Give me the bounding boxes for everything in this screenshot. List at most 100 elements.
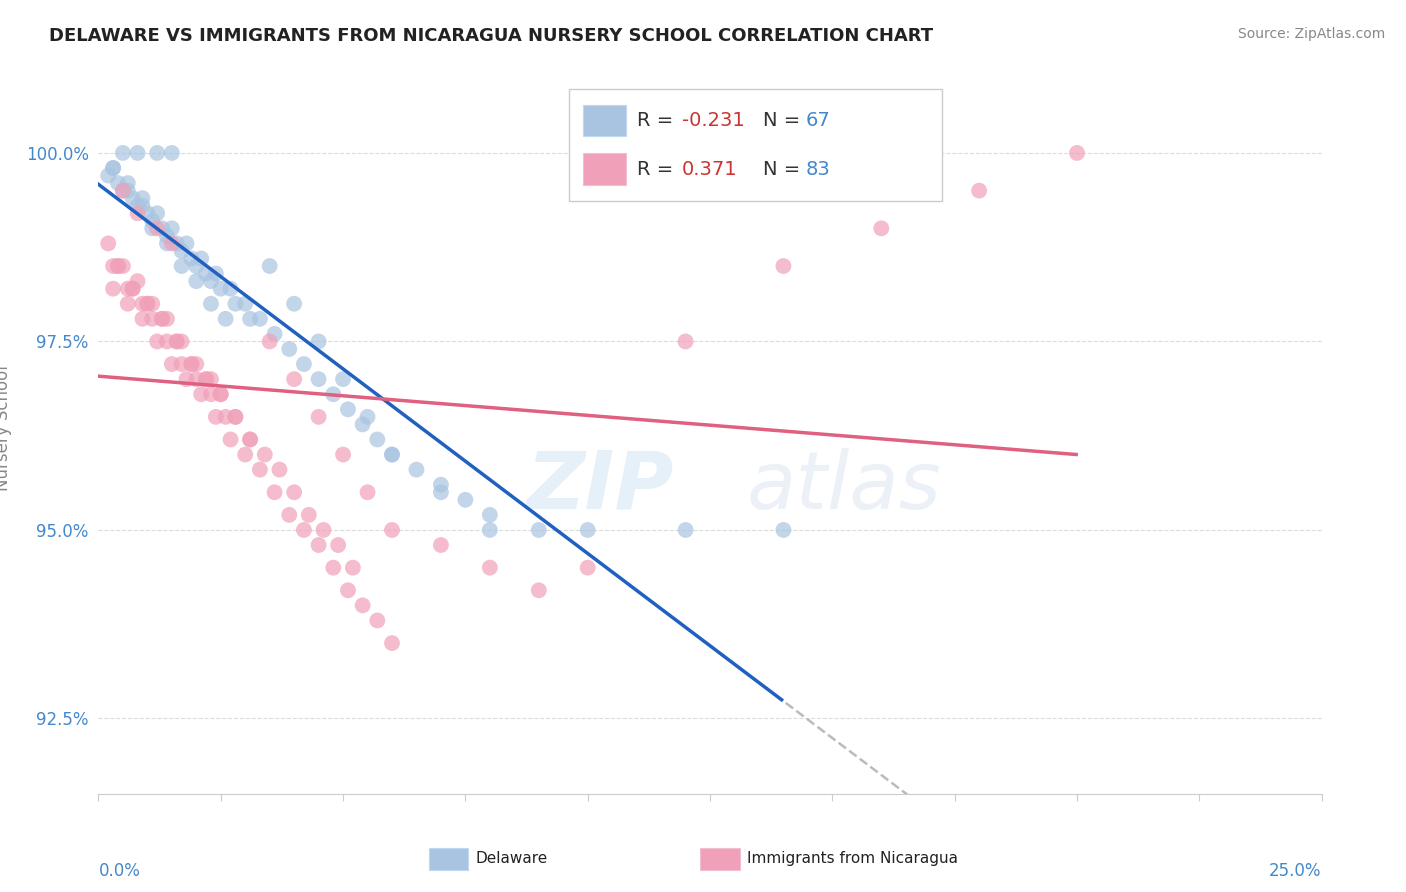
Point [336,583,359,598]
Point [233,448,256,462]
Point [283,485,305,500]
Point [195,267,218,281]
Point [209,387,232,401]
Point [308,372,330,386]
Point [156,228,179,243]
Point [224,409,246,424]
Point [117,176,139,190]
Point [332,448,354,462]
Point [224,297,246,311]
Point [127,199,149,213]
Point [117,282,139,296]
Point [219,282,242,296]
Point [259,259,281,273]
Point [131,311,153,326]
Text: R =: R = [637,111,679,130]
Point [430,485,453,500]
Point [772,523,794,537]
Point [156,236,179,251]
Text: Delaware: Delaware [475,852,547,866]
Point [186,357,208,371]
Point [209,387,232,401]
Point [160,221,183,235]
Point [381,523,404,537]
Point [967,184,990,198]
Point [150,311,173,326]
Point [342,560,364,574]
Point [111,184,134,198]
Point [131,297,153,311]
Point [328,538,350,552]
Point [312,523,335,537]
Point [381,448,404,462]
Point [298,508,321,522]
Point [160,236,183,251]
Point [263,326,285,341]
Point [478,560,501,574]
Text: 0.0%: 0.0% [98,862,141,880]
Point [356,409,378,424]
Point [322,387,344,401]
Point [527,583,550,598]
Text: R =: R = [637,160,686,179]
Point [675,523,697,537]
Point [190,252,212,266]
Point [292,523,315,537]
Point [278,342,301,356]
Point [170,259,193,273]
Point [107,259,129,273]
Point [195,372,218,386]
Point [195,372,218,386]
Point [283,372,305,386]
Point [224,409,246,424]
Point [121,191,143,205]
Point [478,508,501,522]
Point [1066,145,1088,160]
Point [214,409,236,424]
Point [478,523,501,537]
Point [180,357,202,371]
Point [141,297,163,311]
Point [160,145,183,160]
Point [141,214,163,228]
Point [527,523,550,537]
Point [156,334,179,349]
Point [166,236,188,251]
Point [366,433,388,447]
Point [576,560,599,574]
Text: -0.231: -0.231 [682,111,745,130]
Point [160,357,183,371]
Point [308,538,330,552]
Point [214,311,236,326]
Point [249,462,271,476]
Y-axis label: Nursery School: Nursery School [0,365,11,491]
Text: N =: N = [763,160,807,179]
Point [101,259,124,273]
Point [381,448,404,462]
Point [150,311,173,326]
Point [430,538,453,552]
Point [150,221,173,235]
Point [200,297,222,311]
Point [180,357,202,371]
Text: 0.371: 0.371 [682,160,738,179]
Point [200,372,222,386]
Point [136,297,159,311]
Point [283,297,305,311]
Point [97,169,120,183]
Point [576,523,599,537]
Point [146,334,169,349]
Point [111,259,134,273]
Point [186,274,208,288]
Point [308,409,330,424]
Point [107,176,129,190]
Point [772,259,794,273]
Point [205,409,228,424]
Point [870,221,893,235]
Point [146,221,169,235]
Point [381,636,404,650]
Point [239,433,262,447]
Point [121,282,143,296]
Point [166,334,188,349]
Text: 83: 83 [806,160,831,179]
